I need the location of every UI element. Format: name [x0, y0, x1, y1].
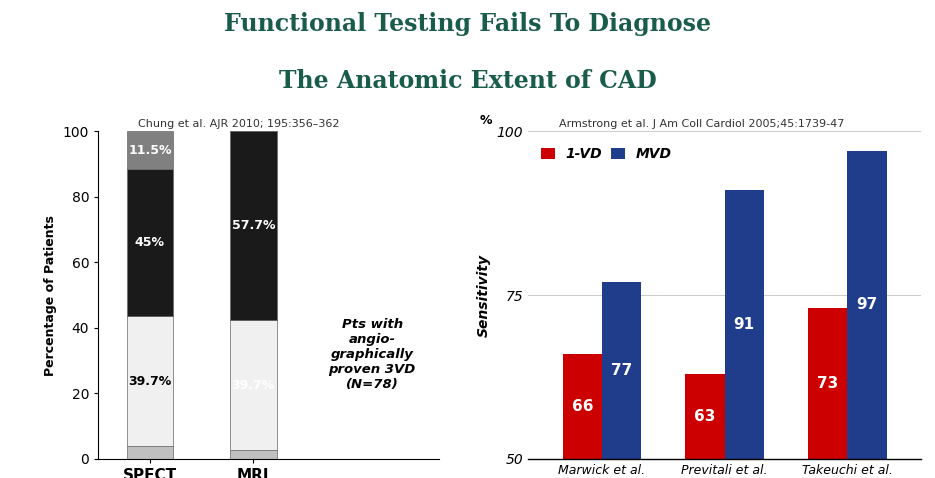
- Bar: [847, 151, 886, 459]
- Text: The Anatomic Extent of CAD: The Anatomic Extent of CAD: [279, 69, 656, 93]
- Text: 57.7%: 57.7%: [232, 219, 275, 232]
- Y-axis label: Percentage of Patients: Percentage of Patients: [44, 215, 57, 376]
- Text: 11.5%: 11.5%: [128, 144, 172, 157]
- Text: 77: 77: [611, 363, 632, 378]
- Bar: [725, 190, 764, 459]
- Bar: [808, 308, 847, 459]
- Bar: [230, 131, 277, 320]
- Bar: [230, 450, 277, 459]
- Bar: [126, 169, 173, 316]
- Text: Pts with
angio-
graphically
proven 3VD
(N=78): Pts with angio- graphically proven 3VD (…: [328, 317, 416, 391]
- Bar: [685, 374, 725, 459]
- Text: Chung et al. AJR 2010; 195:356–362: Chung et al. AJR 2010; 195:356–362: [137, 119, 339, 129]
- Text: 91: 91: [734, 317, 755, 332]
- Text: 39.7%: 39.7%: [128, 375, 171, 388]
- Text: 73: 73: [817, 376, 839, 391]
- Text: 66: 66: [571, 399, 593, 414]
- Text: Multivessel CAD: SPECT and MRI: Multivessel CAD: SPECT and MRI: [99, 104, 378, 119]
- Text: 63: 63: [695, 409, 715, 424]
- Text: Single-Vessel CAD: Stress Echo: Single-Vessel CAD: Stress Echo: [568, 104, 834, 119]
- Bar: [563, 354, 602, 459]
- Text: 39.7%: 39.7%: [232, 379, 275, 392]
- Bar: [230, 320, 277, 450]
- Bar: [126, 316, 173, 446]
- Text: Functional Testing Fails To Diagnose: Functional Testing Fails To Diagnose: [224, 12, 711, 36]
- Bar: [126, 446, 173, 459]
- Text: 45%: 45%: [135, 236, 165, 249]
- Legend: 3VD, 2VD, 1VD, 0VD: 3VD, 2VD, 1VD, 0VD: [585, 134, 645, 216]
- Y-axis label: Sensitivity: Sensitivity: [477, 254, 491, 337]
- Text: Armstrong et al. J Am Coll Cardiol 2005;45:1739-47: Armstrong et al. J Am Coll Cardiol 2005;…: [558, 119, 844, 129]
- Text: %: %: [480, 114, 492, 127]
- Text: 97: 97: [856, 297, 878, 313]
- Legend: 1-VD, MVD: 1-VD, MVD: [535, 141, 677, 167]
- Bar: [126, 131, 173, 169]
- Bar: [602, 282, 641, 459]
